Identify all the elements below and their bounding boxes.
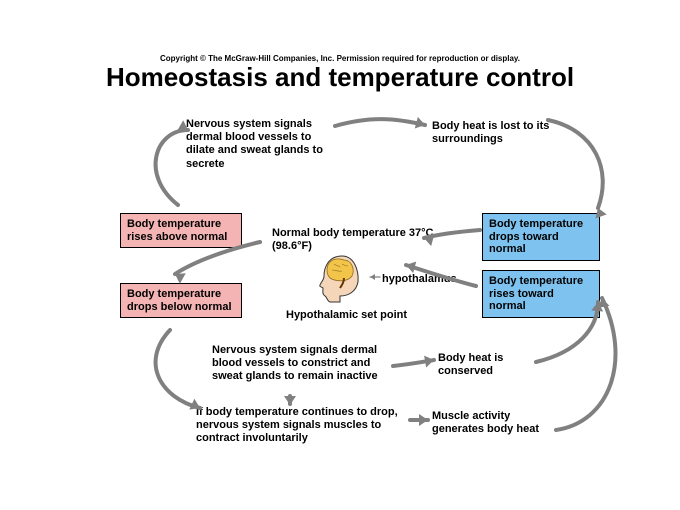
box-drops-toward: Body temperature drops toward normal (482, 213, 600, 261)
brain-icon (314, 252, 374, 307)
text-muscle-activity: Muscle activity generates body heat (432, 410, 562, 436)
label-set-point: Hypothalamic set point (286, 309, 407, 321)
page-title: Homeostasis and temperature control (0, 64, 680, 91)
label-hypothalamus: hypothalamus (382, 273, 457, 285)
text-normal-temp: Normal body temperature 37°C (98.6°F) (272, 227, 442, 253)
text-nervous-constrict: Nervous system signals dermal blood vess… (212, 344, 392, 384)
text-nervous-dilate: Nervous system signals dermal blood vess… (186, 118, 326, 171)
text-heat-conserved: Body heat is conserved (438, 352, 538, 378)
text-continues-drop: If body temperature continues to drop, n… (196, 406, 406, 446)
text-heat-lost: Body heat is lost to its surroundings (432, 120, 562, 146)
box-rises-above: Body temperature rises above normal (120, 213, 242, 248)
box-rises-toward: Body temperature rises toward normal (482, 270, 600, 318)
box-drops-below: Body temperature drops below normal (120, 283, 242, 318)
